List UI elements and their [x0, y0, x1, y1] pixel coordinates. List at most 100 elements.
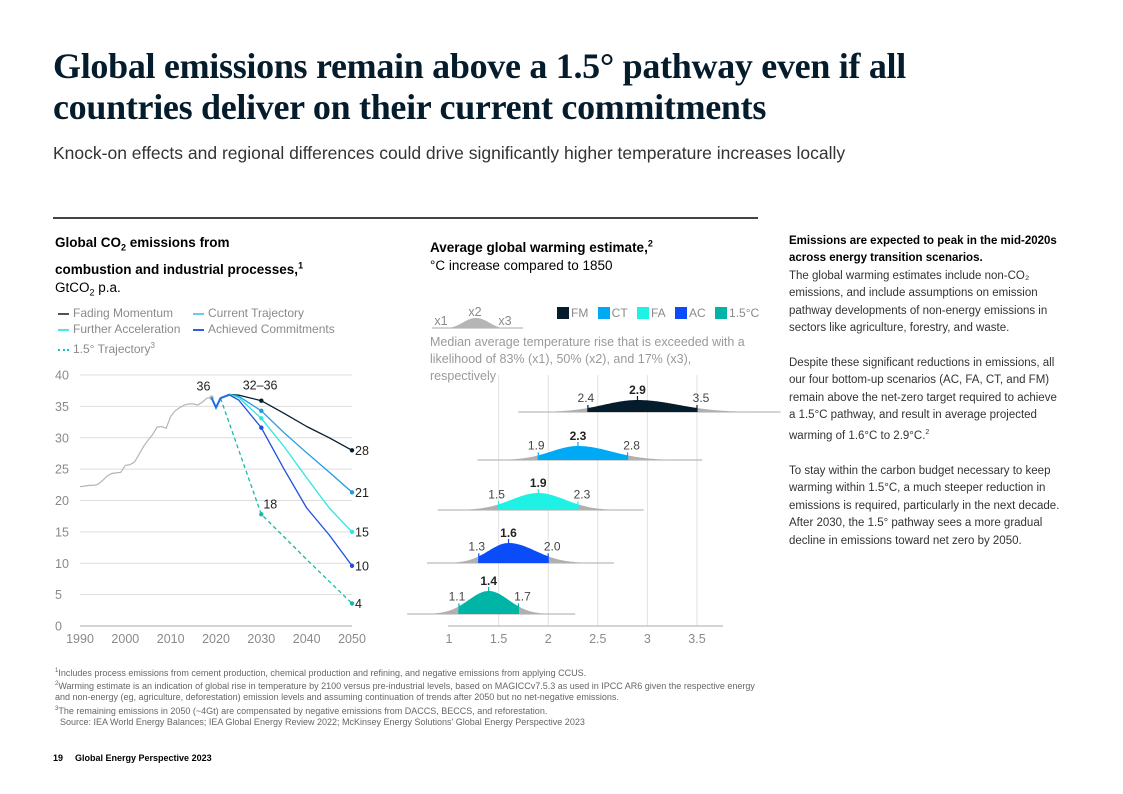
legend-item-fm: FM: [557, 306, 588, 320]
series-line-1-5-trajectory: [219, 397, 353, 604]
legend-item-ct: CT: [597, 306, 628, 320]
page-subtitle: Knock-on effects and regional difference…: [53, 143, 846, 163]
distribution-tail-left: [543, 408, 588, 412]
warming-chart-title: Average global warming estimate,2: [430, 238, 653, 255]
legend-swatch: [597, 307, 610, 319]
legend-item-ac: AC: [675, 306, 706, 320]
side-commentary: Emissions are expected to peak in the mi…: [789, 233, 1064, 568]
x-tick-label: 1990: [66, 632, 94, 646]
legend-item-current-trajectory: Current Trajectory: [193, 305, 304, 322]
page-number: 19: [53, 753, 64, 763]
side-paragraph-1: Emissions are expected to peak in the mi…: [789, 235, 1057, 335]
series-point-2030: [259, 408, 264, 413]
label-x2: 1.6: [500, 526, 517, 540]
y-tick-label: 40: [55, 369, 69, 383]
legend-swatch: [637, 307, 650, 319]
distribution-tail-left: [432, 606, 459, 614]
legend-swatch: [715, 307, 728, 319]
series-point-2030: [259, 416, 264, 421]
emissions-chart-header: Global CO2 emissions from combustion and …: [55, 234, 303, 302]
legend-example-distribution: [445, 318, 506, 328]
distribution-fa: 1.5 1.9 2.3: [437, 476, 644, 511]
label-x1: 1.9: [528, 438, 545, 452]
distribution-1-5-c: 1.1 1.4 1.7: [407, 574, 576, 615]
label-x3: 2.0: [544, 539, 561, 553]
distribution-tail-right: [627, 455, 673, 460]
distribution-tail-right: [518, 606, 546, 614]
data-label: 10: [355, 559, 369, 573]
warming-chart-header: Average global warming estimate,2 °C inc…: [430, 234, 653, 275]
series-point-2030: [259, 398, 264, 403]
distribution-body: [587, 400, 697, 412]
legend-swatch: [58, 328, 69, 331]
source-note: Source: IEA World Energy Balances; IEA G…: [60, 716, 585, 727]
label-x3: 3.5: [693, 391, 710, 405]
data-label: 18: [263, 497, 277, 511]
distribution-body: [478, 543, 549, 563]
legend-swatch: [193, 312, 204, 315]
warming-chart-subtitle: °C increase compared to 1850: [430, 257, 613, 273]
distribution-body: [458, 591, 519, 614]
label-x1: 1.3: [468, 539, 485, 553]
footnotes: 1Includes process emissions from cement …: [55, 666, 755, 728]
warming-legend-note: Median average temperature rise that is …: [430, 335, 745, 383]
y-tick-label: 25: [55, 463, 69, 477]
emissions-chart-unit: GtCO2 p.a.: [55, 280, 121, 298]
legend-swatch: [58, 312, 69, 315]
series-point-2030: [259, 512, 264, 517]
y-tick-label: 5: [55, 588, 62, 602]
series-point-2050: [349, 601, 355, 606]
distribution-ac: 1.3 1.6 2.0: [426, 526, 614, 564]
label-x2: 2.3: [570, 429, 587, 443]
warming-legend: FM CT FA AC 1.5°C: [557, 306, 765, 320]
x-tick-label: 2000: [111, 632, 139, 646]
distribution-body: [498, 493, 578, 510]
x-tick-label: 2010: [157, 632, 185, 646]
x-tick-label: 2: [545, 632, 552, 646]
legend-swatch: [557, 307, 569, 319]
emissions-chart-title: Global CO2 emissions from combustion and …: [55, 235, 304, 278]
y-tick-label: 30: [55, 431, 69, 445]
legend-item-achieved-commitments: Achieved Commitments: [193, 321, 335, 338]
distribution-tail-left: [462, 504, 499, 510]
y-tick-label: 35: [55, 400, 69, 414]
label-x1: 1.5: [488, 487, 505, 501]
covid-dip-line: [210, 393, 230, 410]
legend-item-1-5-trajectory: 1.5° Trajectory3: [58, 338, 155, 358]
legend-example-x1: x1: [434, 314, 447, 328]
y-tick-label: 15: [55, 525, 69, 539]
divider: [53, 217, 758, 219]
legend-swatch: [58, 348, 69, 351]
series-point-2050: [349, 563, 355, 568]
legend-item-further-acceleration: Further Acceleration: [58, 321, 180, 338]
series-point-2050: [349, 529, 355, 535]
legend-example-x3: x3: [498, 314, 511, 328]
legend-swatch: [675, 307, 688, 319]
data-label: 36: [197, 380, 211, 394]
data-label: 4: [355, 597, 362, 611]
label-x1: 1.1: [449, 589, 466, 603]
series-point-2030: [259, 425, 264, 430]
label-x3: 2.3: [574, 487, 591, 501]
label-x2: 1.9: [530, 476, 547, 490]
footnote-2: 2Warming estimate is an indication of gl…: [55, 681, 755, 703]
distribution-body: [538, 446, 628, 460]
legend-item-fading-momentum: Fading Momentum: [58, 305, 173, 322]
label-x2: 2.9: [629, 383, 646, 397]
x-tick-label: 1.5: [490, 632, 507, 646]
footnote-3: 3The remaining emissions in 2050 (~4Gt) …: [55, 705, 548, 716]
distribution-tail-right: [697, 408, 751, 412]
distribution-tail-left: [502, 455, 539, 460]
side-paragraph-2: Despite these significant reductions in …: [789, 356, 1057, 443]
data-label: 15: [355, 525, 369, 539]
x-tick-label: 2020: [202, 632, 230, 646]
x-tick-label: 2050: [338, 632, 366, 646]
label-x3: 1.7: [514, 589, 531, 603]
x-tick-label: 3: [644, 632, 651, 646]
x-tick-label: 3.5: [688, 632, 705, 646]
series-point-2050: [349, 490, 355, 495]
page-title: Global emissions remain above a 1.5° pat…: [53, 46, 906, 127]
y-tick-label: 20: [55, 494, 69, 508]
historical-line: [79, 397, 212, 488]
